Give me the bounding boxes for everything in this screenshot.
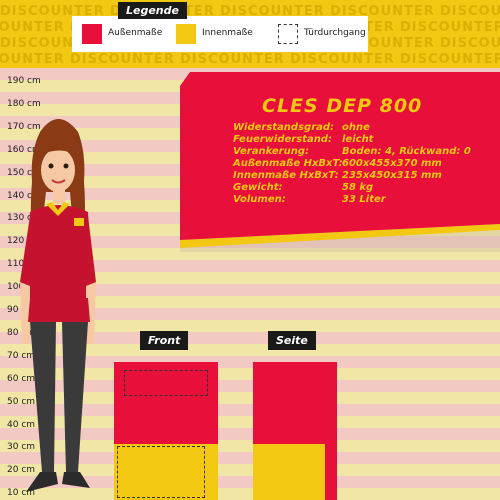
spec-value: 600x455x370 mm — [342, 158, 442, 169]
scale-stripe — [0, 260, 500, 272]
spec-key: Verankerung: — [233, 146, 309, 157]
scale-stripe — [0, 284, 500, 296]
scale-stripe — [0, 248, 500, 260]
scale-stripe — [0, 320, 500, 332]
spec-value: leicht — [342, 134, 374, 145]
banner-yellow-stripe — [180, 224, 500, 248]
spec-key: Innenmaße HxBxT: — [233, 170, 339, 181]
scale-tick-label: 50 cm — [7, 396, 36, 407]
spec-key: Gewicht: — [233, 182, 283, 193]
spec-value: 58 kg — [342, 182, 374, 193]
watermark-text: DISCOUNTER — [290, 52, 395, 67]
product-banner — [180, 72, 500, 252]
front-door-opening-lower — [117, 446, 205, 498]
scale-tick-label: 150 cm — [7, 167, 41, 178]
watermark-text: DISCOUNTER — [220, 4, 325, 19]
spec-value: 33 Liter — [342, 194, 386, 205]
spec-value: 235x450x315 mm — [342, 170, 442, 181]
scale-tick-label: 140 cm — [7, 190, 41, 201]
legend-label-inner: Innenmaße — [202, 28, 253, 38]
product-title: CLES DEP 800 — [262, 95, 423, 117]
spec-key: Außenmaße HxBxT: — [233, 158, 343, 169]
scale-tick-label: 80 cm — [7, 327, 36, 338]
scale-tick-label: 180 cm — [7, 98, 41, 109]
legend-swatch-door — [278, 24, 298, 44]
scale-stripe — [0, 308, 500, 320]
spec-key: Widerstandsgrad: — [233, 122, 335, 133]
legend-swatch-inner — [176, 24, 196, 44]
spec-value: Boden: 4, Rückwand: 0 — [342, 146, 471, 157]
legend-label-door: Türdurchgang — [304, 28, 366, 38]
spec-key: Feuerwiderstand: — [233, 134, 332, 145]
woman-figure — [20, 119, 96, 492]
watermark-text: DISCOUNTER — [440, 36, 500, 51]
front-inner-dimensions — [114, 444, 218, 500]
legend-title: Legende — [118, 2, 187, 19]
side-inner-dimensions — [253, 444, 325, 500]
watermark-text: DISCOUNTER — [180, 52, 285, 67]
scale-tick-label: 170 cm — [7, 121, 41, 132]
front-view-label: Front — [140, 331, 189, 350]
spec-key: Volumen: — [233, 194, 286, 205]
watermark-text: DISCOUNTER — [400, 52, 500, 67]
scale-tick-label: 190 cm — [7, 76, 41, 86]
scale-tick-label: 120 cm — [7, 236, 41, 247]
scale-tick-label: 70 cm — [7, 350, 36, 361]
banner-red-panel — [180, 72, 500, 240]
spec-value: ohne — [342, 122, 370, 133]
watermark-text: DISCOUNTER — [440, 4, 500, 19]
scale-stripe — [0, 272, 500, 284]
watermark-text: DISCOUNTER — [0, 20, 65, 35]
scale-tick-label: 10 cm — [7, 488, 36, 499]
front-door-opening — [124, 370, 208, 396]
scale-tick-label: 40 cm — [7, 419, 36, 430]
watermark-text: DISCOUNTER — [70, 52, 175, 67]
watermark-text: DISCOUNTER — [0, 4, 105, 19]
scale-tick-label: 130 cm — [7, 213, 41, 224]
legend: Außenmaße Innenmaße Türdurchgang — [72, 16, 368, 52]
scale-tick-label: 30 cm — [7, 442, 36, 453]
legend-swatch-outer — [82, 24, 102, 44]
scale-tick-label: 20 cm — [7, 465, 36, 476]
watermark-text: DISCOUNTER — [0, 52, 65, 67]
side-view-label: Seite — [268, 331, 316, 350]
scale-tick-label: 160 cm — [7, 144, 41, 155]
scale-stripe — [0, 296, 500, 308]
watermark-text: DISCOUNTER — [400, 20, 500, 35]
watermark-text: DISCOUNTER — [330, 4, 435, 19]
scale-stripe — [0, 344, 500, 356]
scale-tick-label: 60 cm — [7, 373, 36, 384]
legend-label-outer: Außenmaße — [108, 28, 163, 38]
scale-stripe — [0, 332, 500, 344]
